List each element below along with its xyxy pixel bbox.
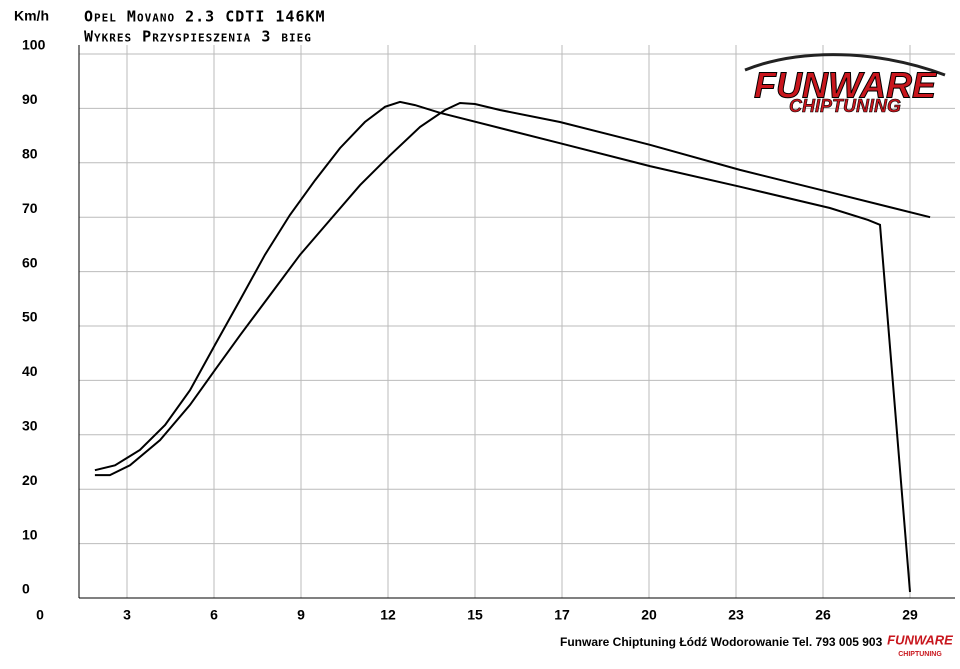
y-axis-label: Km/h (14, 8, 49, 24)
footer-logo-name: FUNWARE (887, 632, 953, 647)
logo: FUNWARE CHIPTUNING (744, 53, 946, 116)
y-tick-label: 10 (22, 526, 38, 542)
x-tick-label: 9 (297, 607, 305, 623)
logo-name: FUNWARE (754, 65, 937, 106)
logo-tagline: CHIPTUNING (789, 96, 901, 116)
y-tick-label: 50 (22, 309, 38, 325)
footer-logo-tagline: CHIPTUNING (898, 651, 942, 658)
footer: Funware Chiptuning Łódź Wodorowanie Tel.… (560, 635, 883, 649)
y-tick-label: 0 (22, 581, 30, 597)
chart-title: Opel Movano 2.3 CDTI 146KM (84, 8, 326, 26)
x-tick-label: 26 (815, 607, 831, 623)
y-tick-label: 70 (22, 200, 38, 216)
y-tick-label: 30 (22, 418, 38, 434)
y-tick-label: 80 (22, 146, 38, 162)
x-tick-label: 12 (380, 607, 396, 623)
x-tick-label: 23 (728, 607, 744, 623)
y-tick-label: 90 (22, 91, 38, 107)
chart-subtitle: Wykres Przyspieszenia 3 bieg (84, 28, 312, 46)
line-series (94, 100, 911, 593)
line-series (94, 101, 931, 477)
x-tick-label: 29 (902, 607, 918, 623)
x-tick-label: 3 (123, 607, 131, 623)
x-tick-label: 17 (554, 607, 570, 623)
y-tick-label: 20 (22, 472, 38, 488)
y-tick-label: 60 (22, 254, 38, 270)
x-tick-label: 15 (467, 607, 483, 623)
y-tick-label: 40 (22, 363, 38, 379)
logo-swoosh (744, 53, 946, 77)
x-tick-label: 20 (641, 607, 657, 623)
x-tick-label: 0 (36, 607, 44, 623)
x-tick-label: 6 (210, 607, 218, 623)
y-tick-label: 100 (22, 37, 46, 53)
